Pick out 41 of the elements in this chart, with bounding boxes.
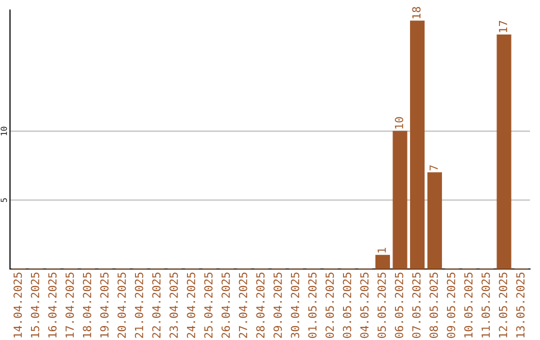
- x-tick-label: 30.04.2025: [290, 272, 300, 338]
- x-tick-label: 19.04.2025: [100, 272, 109, 338]
- x-tick-label: 17.04.2025: [66, 272, 74, 338]
- x-tick-label: 22.04.2025: [152, 272, 161, 338]
- data-label: 1: [378, 248, 386, 252]
- x-tick-label: 06.05.2025: [394, 272, 404, 338]
- x-tick-label: 26.04.2025: [222, 272, 230, 338]
- x-tick-label: 18.04.2025: [82, 272, 92, 338]
- x-tick-label: 03.05.2025: [342, 272, 352, 338]
- x-tick-label: 14.04.2025: [14, 272, 22, 338]
- x-tick-label: 04.05.2025: [360, 272, 369, 338]
- bar: [427, 172, 442, 269]
- x-tick-label: 13.05.2025: [516, 272, 525, 338]
- x-tick-label: 24.04.2025: [186, 272, 196, 338]
- x-tick-label: 10.05.2025: [464, 272, 473, 338]
- x-tick-label: 20.04.2025: [118, 272, 126, 338]
- x-tick-label: 07.05.2025: [412, 272, 421, 338]
- x-tick-label: 23.04.2025: [170, 272, 178, 338]
- data-label: 10: [394, 117, 404, 129]
- bar: [496, 34, 512, 269]
- x-tick-label: 05.05.2025: [378, 272, 386, 338]
- bar: [392, 130, 408, 269]
- x-tick-label: 09.05.2025: [446, 272, 456, 338]
- x-tick-label: 15.04.2025: [30, 272, 40, 338]
- y-tick-label: 5: [0, 198, 7, 202]
- x-tick-label: 11.05.2025: [482, 272, 490, 338]
- x-tick-label: 01.05.2025: [308, 272, 317, 338]
- x-tick-label: 29.04.2025: [274, 272, 282, 338]
- data-label: 17: [498, 20, 508, 32]
- x-tick-label: 16.04.2025: [48, 272, 57, 338]
- x-tick-label: 21.04.2025: [134, 272, 144, 338]
- x-tick-label: 12.05.2025: [498, 272, 508, 338]
- x-tick-label: 02.05.2025: [326, 272, 334, 338]
- data-label: 18: [412, 6, 421, 18]
- x-tick-label: 08.05.2025: [430, 272, 438, 338]
- bar: [410, 20, 425, 269]
- x-tick-label: 25.04.2025: [204, 272, 213, 338]
- bar: [375, 254, 390, 269]
- data-label: 7: [430, 165, 438, 170]
- x-tick-label: 27.04.2025: [238, 272, 248, 338]
- x-tick-label: 28.04.2025: [256, 272, 265, 338]
